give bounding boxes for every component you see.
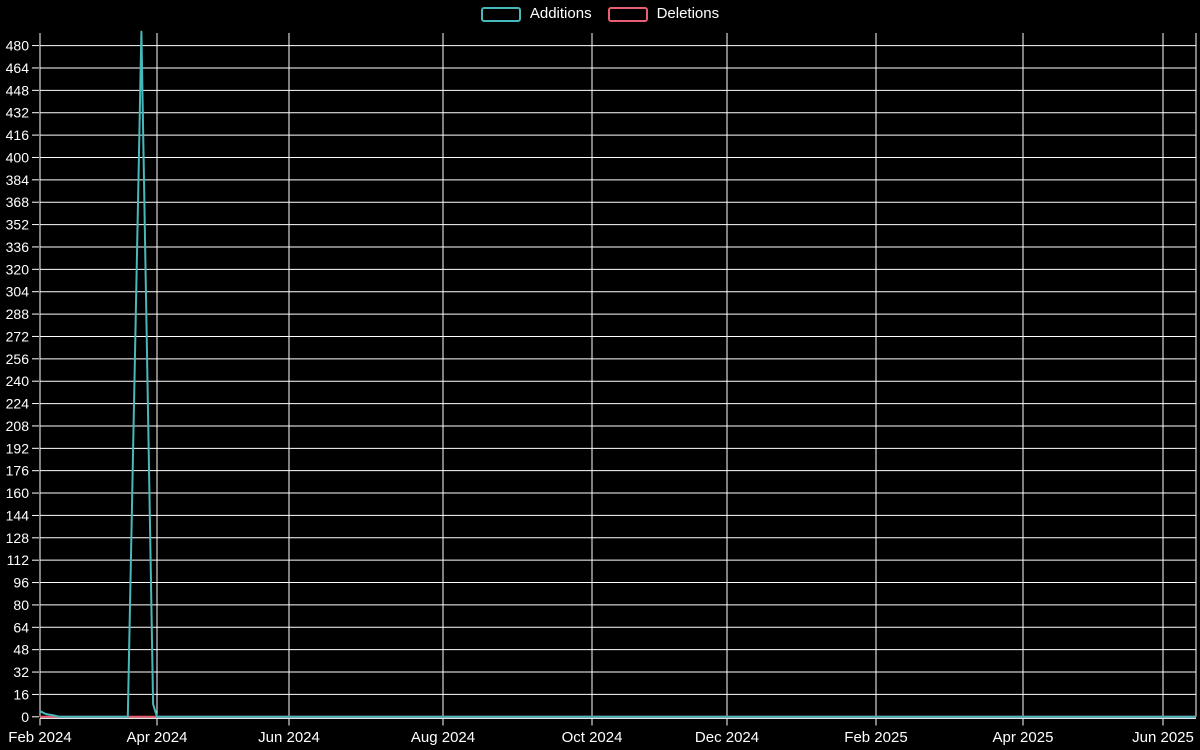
y-tick-label: 432 <box>6 105 30 121</box>
y-tick-label: 192 <box>6 440 30 456</box>
y-tick-label: 336 <box>6 239 30 255</box>
legend-item-additions[interactable]: Additions <box>480 5 592 23</box>
y-tick-label: 112 <box>7 552 30 568</box>
legend-label-deletions: Deletions <box>656 5 720 22</box>
y-tick-label: 368 <box>6 194 30 210</box>
y-tick-label: 80 <box>13 597 29 613</box>
x-tick-label: Feb 2025 <box>844 729 907 746</box>
y-tick-label: 320 <box>6 261 30 277</box>
x-tick-label: Jun 2024 <box>258 729 320 746</box>
y-tick-label: 16 <box>13 686 29 702</box>
y-tick-label: 400 <box>6 149 30 165</box>
x-tick-label: Jun 2025 <box>1132 729 1194 746</box>
x-tick-label: Dec 2024 <box>695 729 759 746</box>
y-tick-label: 448 <box>6 82 30 98</box>
deletions-swatch-icon <box>607 6 648 22</box>
x-tick-label: Oct 2024 <box>562 729 623 746</box>
y-tick-label: 480 <box>6 38 30 54</box>
y-tick-label: 272 <box>6 328 30 344</box>
y-tick-label: 160 <box>6 485 30 501</box>
x-tick-label: Apr 2024 <box>127 729 188 746</box>
legend-item-deletions[interactable]: Deletions <box>607 5 720 23</box>
y-tick-label: 144 <box>6 507 30 523</box>
x-tick-label: Aug 2024 <box>411 729 475 746</box>
additions-swatch-icon <box>480 6 521 22</box>
y-tick-label: 352 <box>6 217 30 233</box>
chart-legend: Additions Deletions <box>0 5 1200 23</box>
y-tick-label: 176 <box>6 463 30 479</box>
y-tick-label: 208 <box>6 418 30 434</box>
y-tick-label: 96 <box>13 575 29 591</box>
x-tick-label: Apr 2025 <box>993 729 1054 746</box>
y-tick-label: 224 <box>6 396 30 412</box>
y-tick-label: 384 <box>6 172 30 188</box>
x-tick-label: Feb 2024 <box>8 729 71 746</box>
y-tick-label: 416 <box>6 127 30 143</box>
y-tick-label: 288 <box>6 306 30 322</box>
y-tick-label: 464 <box>6 60 30 76</box>
additions-series-line <box>39 30 1196 718</box>
legend-label-additions: Additions <box>529 5 592 22</box>
y-tick-label: 256 <box>6 351 30 367</box>
y-tick-label: 48 <box>13 642 29 658</box>
y-tick-label: 128 <box>6 530 30 546</box>
y-tick-label: 32 <box>13 664 29 680</box>
y-tick-label: 0 <box>21 709 29 725</box>
y-tick-label: 240 <box>6 373 30 389</box>
y-tick-label: 304 <box>6 284 30 300</box>
y-tick-label: 64 <box>13 619 29 635</box>
